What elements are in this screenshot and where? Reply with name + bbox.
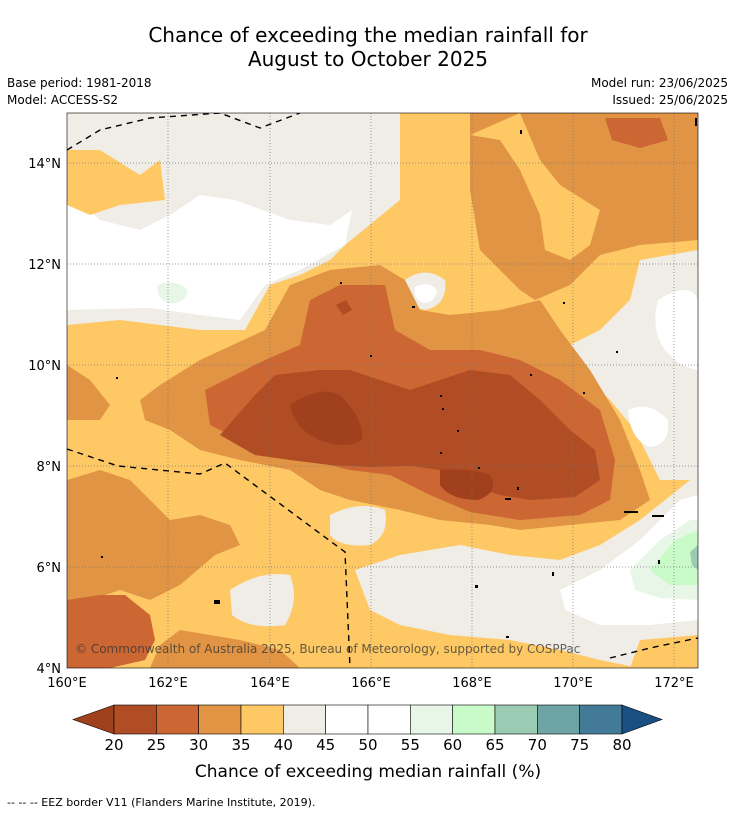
colorbar-segment <box>240 704 284 735</box>
colorbar: 20 25 30 35 40 45 50 55 60 65 70 75 80 <box>72 704 663 754</box>
model-name: Model: ACCESS-S2 <box>7 93 119 107</box>
copyright-text: © Commonwealth of Australia 2025, Bureau… <box>75 642 580 656</box>
lon-tick-168e: 168°E <box>452 676 492 691</box>
colorbar-tick-label: 35 <box>231 736 250 754</box>
lat-tick-4n: 4°N <box>37 662 62 677</box>
lon-tick-172e: 172°E <box>654 676 694 691</box>
colorbar-segment <box>198 704 242 735</box>
colorbar-tick-label: 50 <box>358 736 377 754</box>
colorbar-tick-label: 75 <box>570 736 589 754</box>
map-title-line2: August to October 2025 <box>247 47 489 71</box>
map-frame <box>66 112 699 669</box>
lat-tick-10n: 10°N <box>28 359 61 374</box>
colorbar-tick-label: 70 <box>528 736 547 754</box>
colorbar-segment <box>410 704 453 735</box>
issued-date: Issued: 25/06/2025 <box>612 93 728 107</box>
colorbar-segment <box>537 704 580 735</box>
colorbar-segment <box>156 704 199 735</box>
colorbar-tick-label: 25 <box>147 736 166 754</box>
colorbar-segment <box>283 704 326 735</box>
colorbar-segment <box>579 704 623 735</box>
lat-tick-6n: 6°N <box>37 561 62 576</box>
eez-border-lines <box>67 113 698 668</box>
colorbar-segment <box>494 704 538 735</box>
model-run: Model run: 23/06/2025 <box>590 76 728 90</box>
colorbar-tick-label: 20 <box>104 736 123 754</box>
colorbar-extend-low <box>72 704 115 735</box>
graticule <box>67 113 698 668</box>
lon-tick-160e: 160°E <box>47 676 87 691</box>
lon-tick-164e: 164°E <box>250 676 290 691</box>
base-period: Base period: 1981-2018 <box>7 76 152 90</box>
colorbar-segment <box>325 704 369 735</box>
map-title-line1: Chance of exceeding the median rainfall … <box>148 23 588 47</box>
lon-tick-170e: 170°E <box>553 676 593 691</box>
longitude-ticks: 160°E 162°E 164°E 166°E 168°E 170°E 172°… <box>47 676 694 691</box>
colorbar-segment <box>367 704 411 735</box>
lat-tick-12n: 12°N <box>28 258 61 273</box>
colorbar-tick-label: 60 <box>443 736 462 754</box>
islands <box>101 118 697 638</box>
lat-tick-8n: 8°N <box>37 460 62 475</box>
colorbar-tick-label: 30 <box>189 736 208 754</box>
lat-tick-14n: 14°N <box>28 157 61 172</box>
colorbar-tick-label: 55 <box>401 736 420 754</box>
colorbar-tick-label: 80 <box>612 736 631 754</box>
eez-footer-note: -- -- -- EEZ border V11 (Flanders Marine… <box>7 796 316 809</box>
colorbar-segment <box>452 704 496 735</box>
colorbar-tick-label: 40 <box>274 736 293 754</box>
map-fill-layer <box>67 113 698 668</box>
colorbar-extend-high <box>621 704 663 735</box>
lon-tick-166e: 166°E <box>351 676 391 691</box>
colorbar-tick-label: 65 <box>485 736 504 754</box>
lon-tick-162e: 162°E <box>148 676 188 691</box>
latitude-ticks: 14°N 12°N 10°N 8°N 6°N 4°N <box>28 157 61 677</box>
colorbar-tick-label: 45 <box>316 736 335 754</box>
colorbar-label: Chance of exceeding median rainfall (%) <box>194 762 542 782</box>
colorbar-segment <box>113 704 157 735</box>
